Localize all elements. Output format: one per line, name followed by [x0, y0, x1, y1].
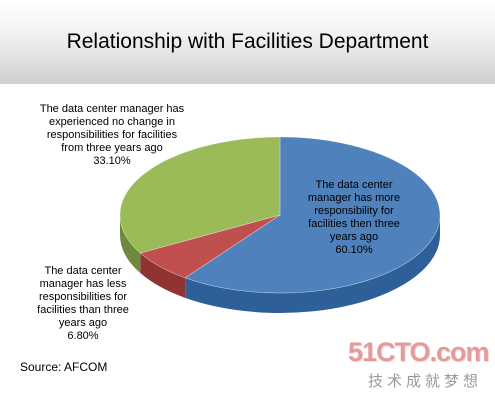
slice-label-less: The data center manager has less respons… [37, 265, 129, 342]
slice-label-nochange: The data center manager has experienced … [39, 103, 185, 167]
pie-side-less [140, 253, 186, 298]
source-note: Source: AFCOM [20, 360, 108, 374]
title-band [0, 0, 495, 84]
watermark: 51CTO.com 技术成就梦想 [348, 337, 490, 391]
pie-slice-nochange [119, 136, 281, 254]
pie-slice-more [184, 136, 441, 294]
pie-side-more [185, 215, 440, 313]
chart-title: Relationship with Facilities Department [66, 30, 429, 53]
pie-side-nochange [120, 215, 141, 274]
watermark-tagline: 技术成就梦想 [367, 373, 482, 390]
slice-label-more: The data center manager has more respons… [307, 179, 401, 256]
watermark-logo: 51CTO.com [348, 337, 490, 367]
